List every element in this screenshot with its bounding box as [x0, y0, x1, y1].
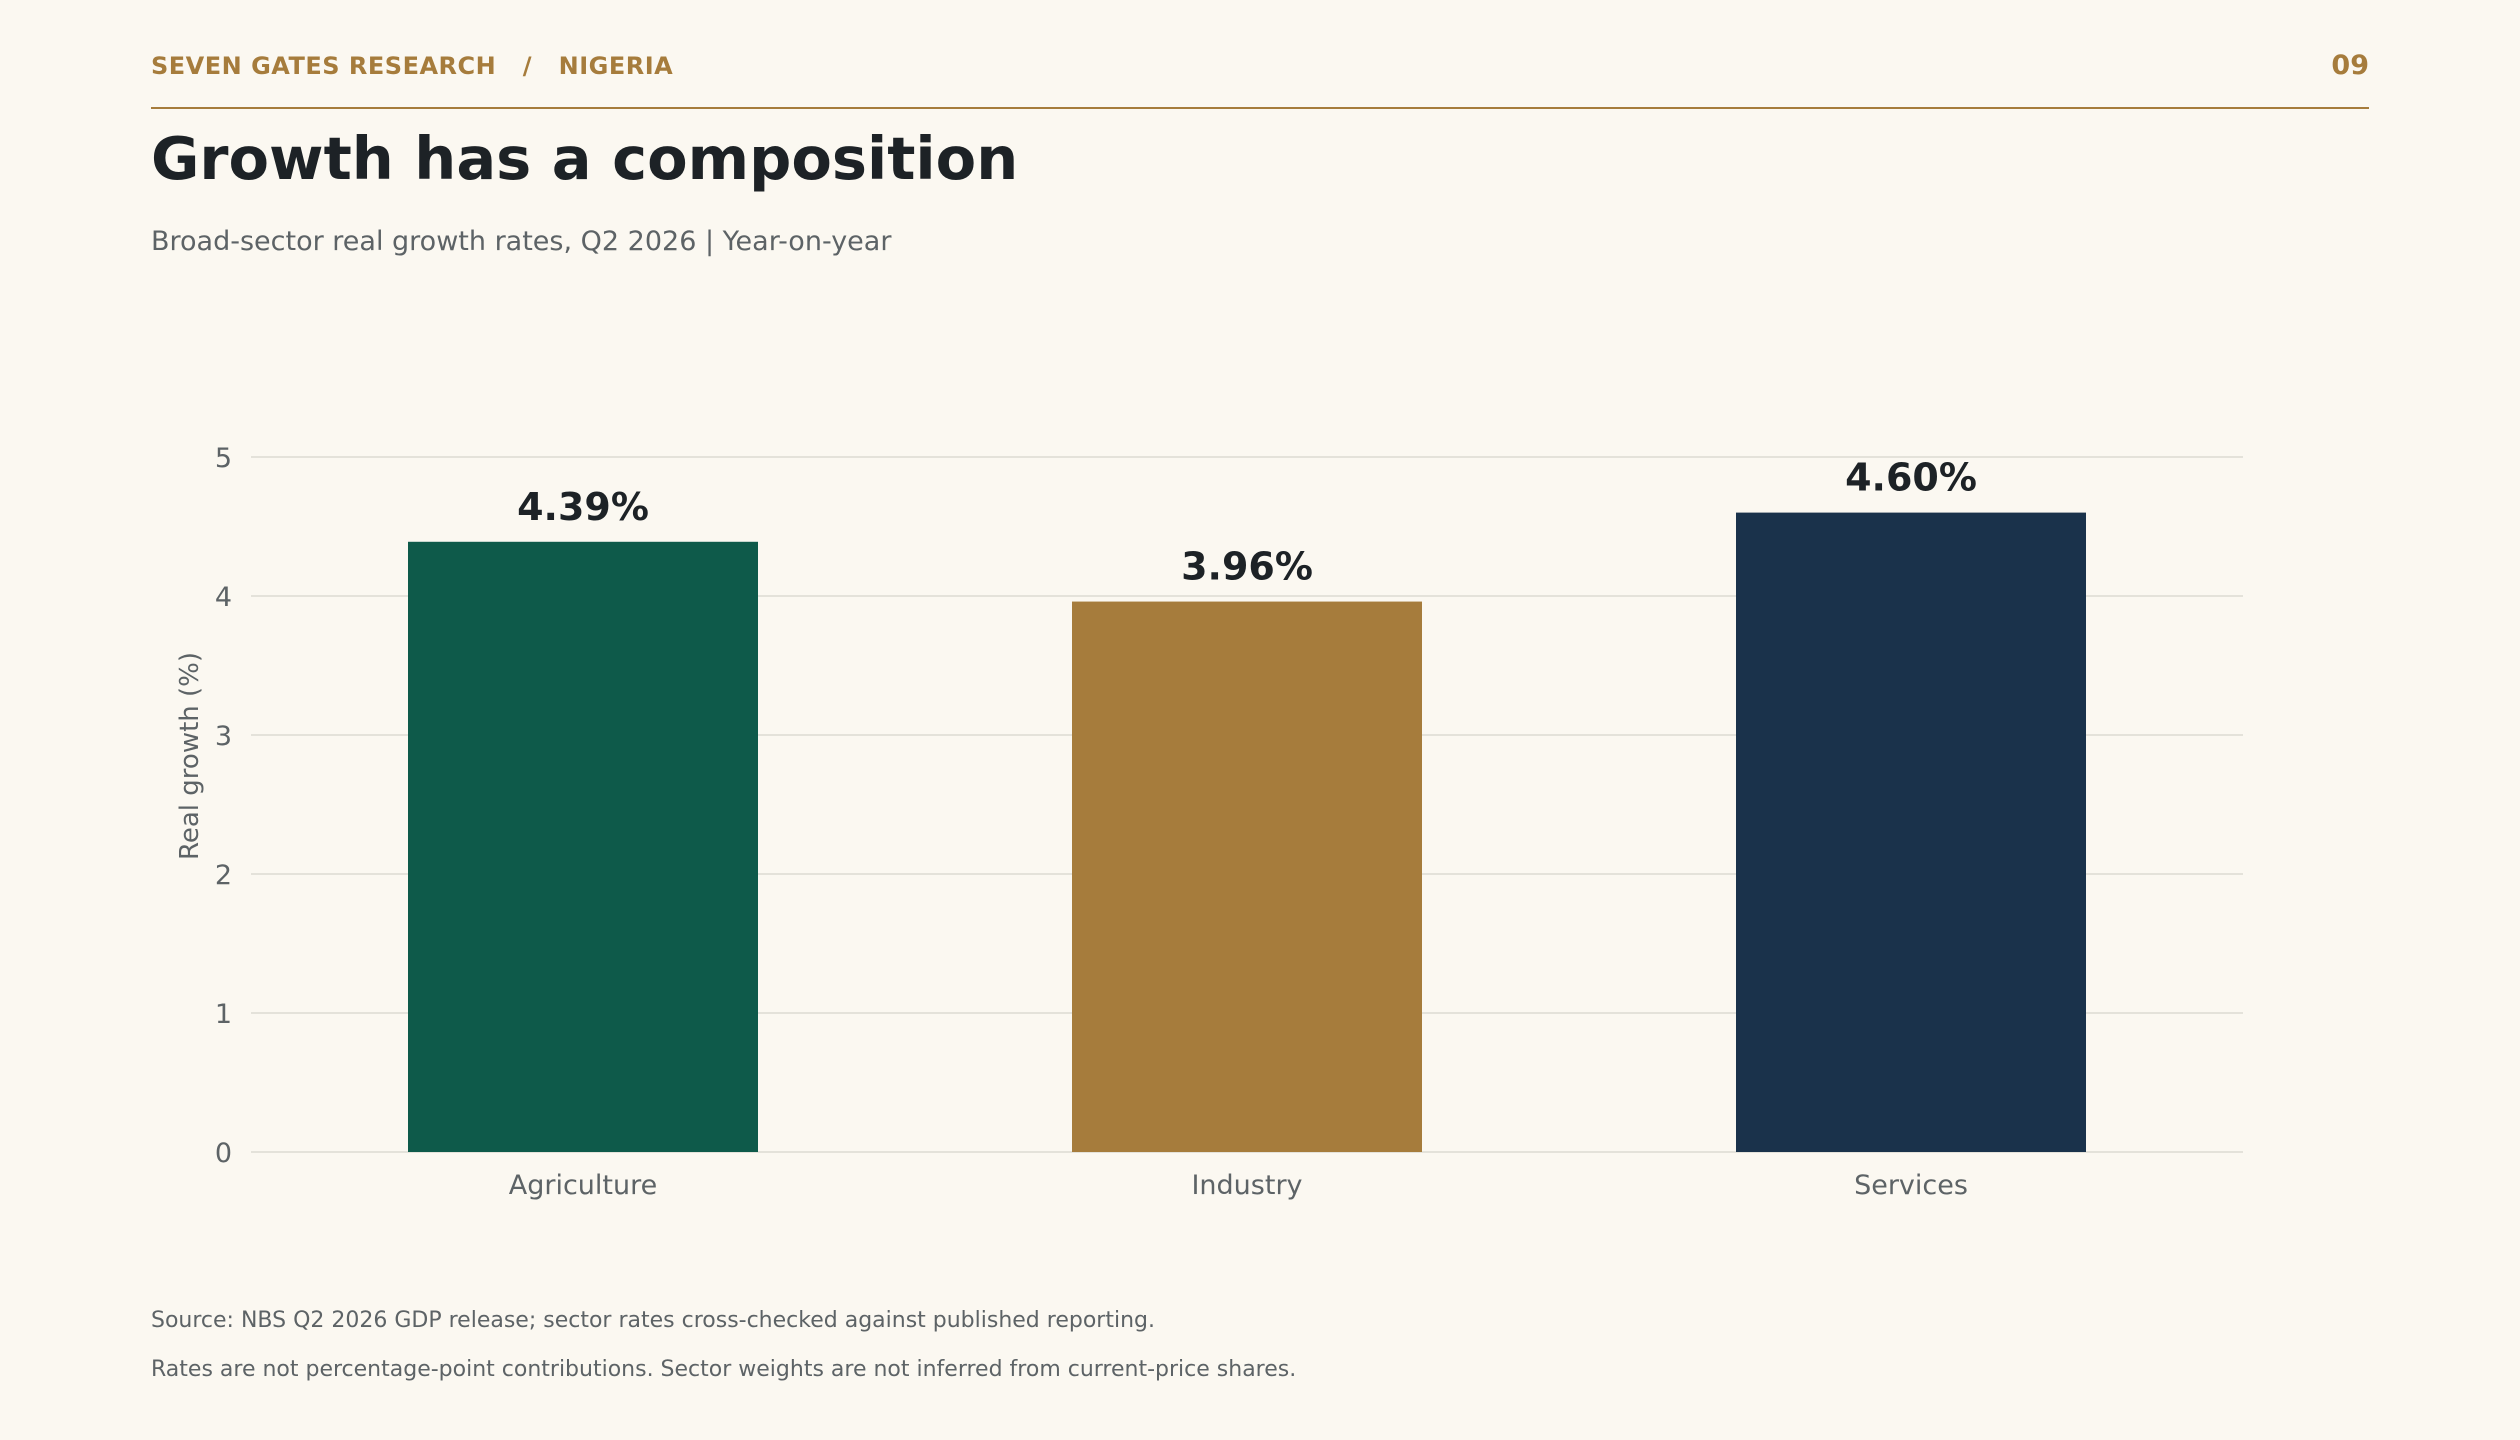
- header-divider: [151, 107, 2369, 109]
- value-label-services: 4.60%: [1845, 456, 1977, 500]
- bars: [408, 512, 2086, 1152]
- page-subtitle: Broad-sector real growth rates, Q2 2026 …: [151, 226, 892, 257]
- page-title: Growth has a composition: [151, 124, 1019, 193]
- bar-industry: [1072, 601, 1422, 1152]
- methodology-note: Rates are not percentage-point contribut…: [151, 1357, 1297, 1382]
- source-note: Source: NBS Q2 2026 GDP release; sector …: [151, 1308, 1155, 1333]
- y-tick-label: 0: [215, 1138, 232, 1169]
- x-tick-labels: Agriculture Industry Services: [509, 1170, 1968, 1201]
- y-tick-label: 5: [215, 443, 232, 474]
- y-tick-label: 3: [215, 721, 232, 752]
- y-tick-label: 4: [215, 582, 232, 613]
- x-tick-label-services: Services: [1854, 1170, 1968, 1201]
- page-number: 09: [2331, 50, 2369, 81]
- bar-services: [1736, 512, 2086, 1152]
- y-tick-labels: 0 1 2 3 4 5: [215, 443, 232, 1169]
- bar-agriculture: [408, 541, 758, 1152]
- header-brand: SEVEN GATES RESEARCH / NIGERIA: [151, 52, 674, 80]
- value-label-agriculture: 4.39%: [517, 485, 649, 529]
- value-label-industry: 3.96%: [1181, 545, 1313, 589]
- value-labels: 4.39% 3.96% 4.60%: [517, 456, 1977, 589]
- y-tick-label: 2: [215, 860, 232, 891]
- y-tick-label: 1: [215, 999, 232, 1030]
- bar-chart: 4.39% 3.96% 4.60% 0 1 2 3 4 5 Agriculture Indust…: [175, 443, 2243, 1201]
- x-tick-label-agriculture: Agriculture: [509, 1170, 658, 1201]
- x-tick-label-industry: Industry: [1191, 1170, 1302, 1201]
- y-axis-title: Real growth (%): [175, 652, 205, 860]
